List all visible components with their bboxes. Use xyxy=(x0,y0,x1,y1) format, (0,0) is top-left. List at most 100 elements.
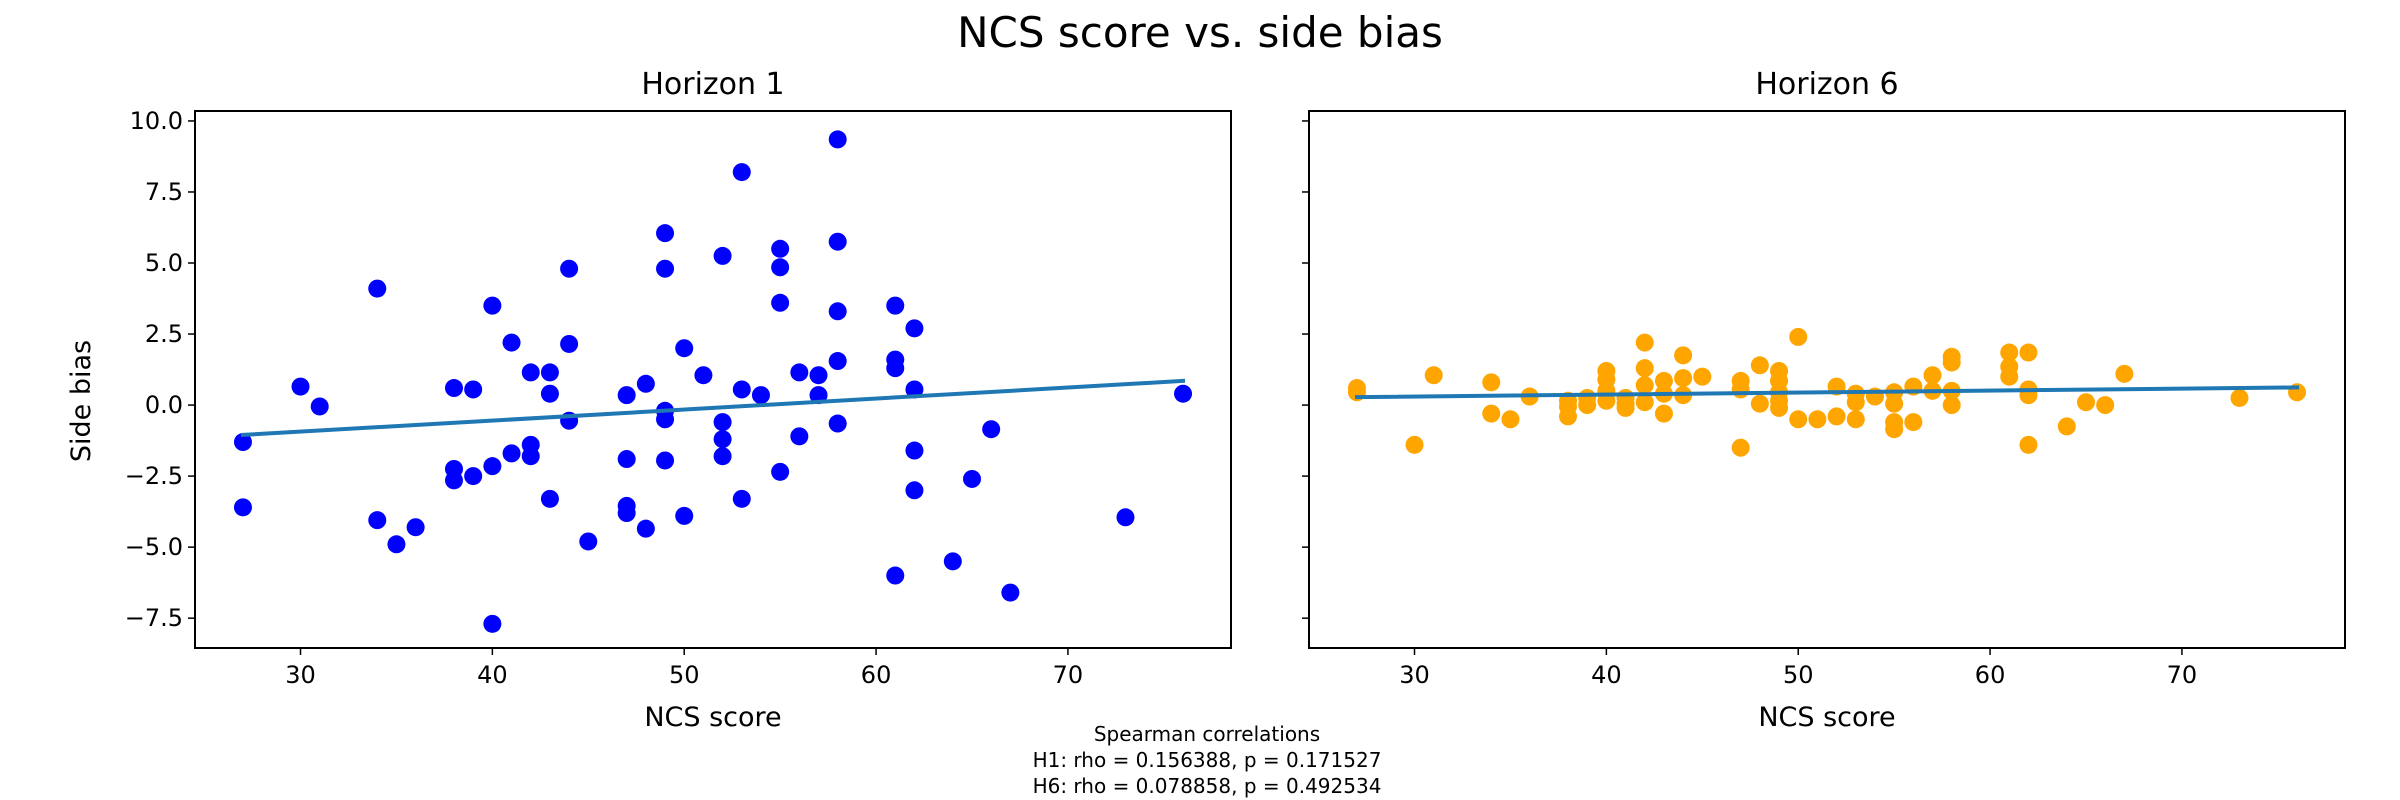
left-data-point xyxy=(656,451,675,470)
right-data-point xyxy=(1942,396,1961,415)
right-data-point xyxy=(1904,413,1923,432)
left-data-point xyxy=(905,380,924,399)
right-plot-area: 30 40 50 60 70 xyxy=(1302,110,2346,689)
left-data-point xyxy=(406,518,425,537)
left-data-point xyxy=(656,410,675,429)
left-data-point xyxy=(732,489,751,508)
right-data-point xyxy=(1731,380,1750,399)
left-data-point xyxy=(636,374,655,393)
right-data-point xyxy=(1424,366,1443,385)
left-data-point xyxy=(656,259,675,278)
left-data-point xyxy=(982,420,1001,439)
left-data-point xyxy=(732,380,751,399)
left-x-tick-label: 40 xyxy=(477,661,508,689)
left-data-point xyxy=(233,433,252,452)
left-data-point xyxy=(579,532,598,551)
right-data-point xyxy=(2019,343,2038,362)
right-data-point xyxy=(1827,407,1846,426)
right-data-point xyxy=(1616,398,1635,417)
left-data-point xyxy=(694,366,713,385)
left-data-point xyxy=(790,427,809,446)
right-data-point xyxy=(1885,420,1904,439)
left-data-point xyxy=(828,302,847,321)
left-data-point xyxy=(521,447,540,466)
right-x-tick-label: 70 xyxy=(2167,661,2198,689)
left-data-point xyxy=(540,489,559,508)
note-line-2: H1: rho = 0.156388, p = 0.171527 xyxy=(1033,748,1382,772)
left-y-tick-label: −5.0 xyxy=(125,533,183,561)
left-data-point xyxy=(617,504,636,523)
left-data-point xyxy=(560,334,579,353)
left-data-point xyxy=(636,519,655,538)
right-data-point xyxy=(1674,346,1693,365)
right-x-tick-label: 60 xyxy=(1975,661,2006,689)
figure-title: NCS score vs. side bias xyxy=(957,8,1443,57)
right-data-point xyxy=(1808,410,1827,429)
left-data-point xyxy=(675,506,694,525)
right-data-point xyxy=(1750,356,1769,375)
left-data-point xyxy=(790,363,809,382)
left-data-point xyxy=(233,498,252,517)
right-data-point xyxy=(1674,369,1693,388)
left-data-point xyxy=(310,397,329,416)
left-data-point xyxy=(1116,508,1135,527)
left-y-tick-label: 10.0 xyxy=(130,107,183,135)
left-y-tick-label: −2.5 xyxy=(125,462,183,490)
left-data-point xyxy=(1001,583,1020,602)
left-data-point xyxy=(905,319,924,338)
right-data-point xyxy=(2019,435,2038,454)
note-line-1: Spearman correlations xyxy=(1094,722,1320,746)
left-plot-area: 30 40 50 60 70 −7.5 −5.0 −2.5 0.0 2.5 5.0 7.5 10.0 xyxy=(125,107,1232,689)
right-data-point xyxy=(1635,333,1654,352)
left-data-point xyxy=(483,296,502,315)
left-data-point xyxy=(617,450,636,469)
left-x-tick-label: 30 xyxy=(285,661,316,689)
left-y-tick-label: 5.0 xyxy=(145,249,183,277)
right-data-point xyxy=(1635,393,1654,412)
left-y-tick-label: 7.5 xyxy=(145,178,183,206)
left-trend-line xyxy=(240,378,1186,438)
left-panel: Horizon 1 NCS score Side bias 30 40 50 60 70… xyxy=(66,67,1232,733)
left-data-point xyxy=(1174,384,1193,403)
left-data-point xyxy=(751,386,770,405)
left-data-point xyxy=(905,441,924,460)
left-data-point xyxy=(713,430,732,449)
left-data-point xyxy=(713,447,732,466)
right-data-point xyxy=(2115,364,2134,383)
left-data-point xyxy=(445,471,463,490)
left-x-tick-label: 50 xyxy=(669,661,700,689)
right-x-axis-label: NCS score xyxy=(1758,702,1895,733)
left-data-point xyxy=(771,293,790,312)
left-data-point xyxy=(771,239,790,258)
right-data-point xyxy=(1731,438,1750,457)
right-axes-frame xyxy=(1308,110,2346,649)
right-data-point xyxy=(1482,404,1501,423)
left-data-point xyxy=(540,363,559,382)
right-data-point xyxy=(1482,373,1501,392)
left-data-point xyxy=(771,462,790,481)
left-data-point xyxy=(656,224,675,243)
left-data-point xyxy=(828,414,847,433)
right-data-point xyxy=(2077,393,2095,412)
left-data-point xyxy=(732,163,751,182)
left-data-point xyxy=(963,469,981,488)
left-y-axis-label: Side bias xyxy=(66,340,97,462)
right-data-point xyxy=(1578,396,1597,415)
right-data-point xyxy=(2096,396,2115,415)
right-data-point xyxy=(1405,435,1424,454)
right-data-point xyxy=(1559,407,1577,426)
right-data-point xyxy=(1789,410,1808,429)
right-panel: Horizon 6 NCS score 30 40 50 60 70 xyxy=(1302,67,2346,733)
left-data-point xyxy=(886,566,905,585)
left-data-point xyxy=(675,339,694,358)
right-data-point xyxy=(1846,393,1865,412)
left-panel-title: Horizon 1 xyxy=(641,67,784,102)
right-data-point xyxy=(1635,376,1654,395)
right-data-point xyxy=(1942,353,1961,372)
spearman-note: Spearman correlations H1: rho = 0.156388… xyxy=(1033,722,1382,798)
left-data-point xyxy=(540,384,559,403)
right-data-point xyxy=(1501,410,1520,429)
right-data-point xyxy=(1654,404,1673,423)
right-data-point xyxy=(2000,367,2019,386)
left-data-point xyxy=(464,467,483,486)
